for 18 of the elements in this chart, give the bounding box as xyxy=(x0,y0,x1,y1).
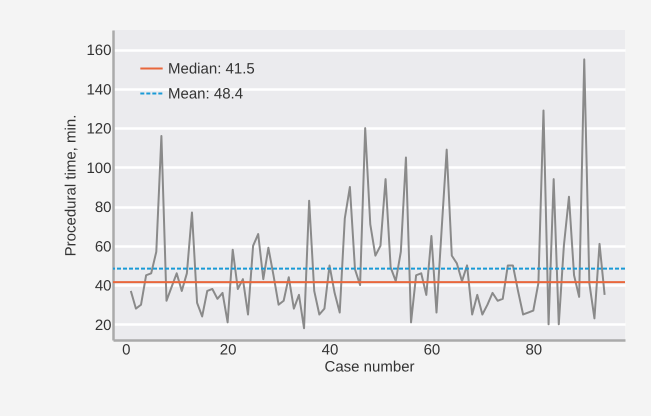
x-tick-label: 0 xyxy=(122,342,130,358)
x-tick-label: 60 xyxy=(424,342,440,358)
x-tick-label: 20 xyxy=(220,342,236,358)
y-tick-label: 120 xyxy=(86,120,112,138)
x-tick-label: 80 xyxy=(525,342,542,358)
y-axis-title: Procedural time, min. xyxy=(62,114,80,256)
x-tick-label: 40 xyxy=(322,342,338,358)
y-tick-label: 140 xyxy=(86,81,112,98)
y-tick-label: 20 xyxy=(94,316,112,334)
y-tick-label: 160 xyxy=(86,42,112,60)
line-series xyxy=(130,58,606,330)
y-tick-label: 60 xyxy=(94,238,112,256)
legend-label: Median: 41.5 xyxy=(168,60,255,78)
x-axis-title: Case number xyxy=(324,358,415,376)
y-tick-label: 100 xyxy=(86,160,112,177)
legend-label: Mean: 48.4 xyxy=(168,86,244,102)
y-tick-label: 40 xyxy=(94,278,112,295)
y-tick-label: 80 xyxy=(94,199,112,216)
